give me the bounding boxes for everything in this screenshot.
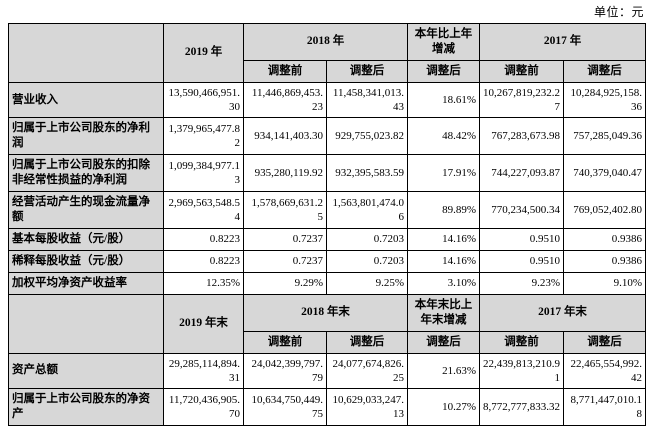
- value-cell: 89.89%: [407, 191, 480, 230]
- value-cell: 929,755,023.82: [326, 117, 408, 156]
- table-row: 归属于上市公司股东的净资产 11,720,436,905.70 10,634,750…: [8, 388, 646, 426]
- row-label-cell: 营业收入: [8, 81, 164, 119]
- value-cell: 10,634,750,449.75: [243, 388, 327, 426]
- value-cell: 11,458,341,013.43: [326, 81, 408, 119]
- adjust-subheader-cell: 调整后: [563, 330, 646, 354]
- value-cell: 18.61%: [407, 81, 480, 119]
- value-cell: 0.7237: [243, 228, 327, 251]
- value-cell: 10.27%: [407, 388, 480, 426]
- table-row: 营业收入 13,590,466,951.30 11,446,869,453.23 11…: [8, 81, 646, 119]
- adjust-subheader-cell: 调整后: [563, 59, 646, 83]
- adjust-subheader-cell: 调整后: [407, 59, 480, 83]
- value-cell: 24,042,399,797.79: [243, 352, 327, 390]
- value-cell: 12.35%: [163, 271, 244, 295]
- row-label-cell: 归属于上市公司股东的净资产: [8, 388, 164, 426]
- value-cell: 10,629,033,247.13: [326, 388, 408, 426]
- value-cell: 22,439,813,210.91: [479, 352, 564, 390]
- value-cell: 29,285,114,894.31: [163, 352, 244, 390]
- value-cell: 14.16%: [407, 249, 480, 273]
- value-cell: 0.8223: [163, 249, 244, 273]
- current-year-header: 2019 年末: [163, 293, 244, 354]
- table-row: 归属于上市公司股东的净利润 1,379,965,477.82 934,141,403…: [8, 117, 646, 156]
- row-label-cell: 稀释每股收益（元/股）: [8, 249, 164, 273]
- row-label-cell: 加权平均净资产收益率: [8, 271, 164, 295]
- table-row: 资产总额 29,285,114,894.31 24,042,399,797.79 24…: [8, 352, 646, 390]
- financial-summary-table: 2019 年 2018 年本年比上年增减 2017 年调整前 调整后 调整后 调整前 调整后…: [8, 23, 646, 426]
- row-label-cell: 归属于上市公司股东的扣除非经常性损益的净利润: [8, 154, 164, 193]
- value-cell: 0.8223: [163, 228, 244, 251]
- value-cell: 21.63%: [407, 352, 480, 390]
- header-row-top: 2019 年 2018 年本年比上年增减 2017 年: [8, 23, 646, 83]
- value-cell: 10,267,819,232.27: [479, 81, 564, 119]
- value-cell: 744,227,093.87: [479, 154, 564, 193]
- unit-label: 单位：元: [593, 5, 644, 19]
- header-row-sub: 调整前 调整后 调整后 调整前 调整后: [9, 59, 646, 83]
- change-column-header: 本年末比上年末增减: [407, 293, 480, 332]
- value-cell: 1,379,965,477.82: [163, 117, 244, 156]
- table-row: 稀释每股收益（元/股） 0.8223 0.7237 0.7203 14.16% 0.951…: [8, 249, 646, 273]
- value-cell: 0.9386: [563, 249, 646, 273]
- value-cell: 767,283,673.98: [479, 117, 564, 156]
- change-column-header: 本年比上年增减: [407, 23, 480, 61]
- blank-header-cell: [8, 23, 164, 83]
- value-cell: 8,772,777,833.32: [479, 388, 564, 426]
- value-cell: 24,077,674,826.25: [326, 352, 408, 390]
- adjust-subheader-cell: 调整后: [326, 59, 408, 83]
- value-cell: 0.7203: [326, 249, 408, 273]
- value-cell: 0.7237: [243, 249, 327, 273]
- value-cell: 0.9386: [563, 228, 646, 251]
- value-cell: 0.9510: [479, 228, 564, 251]
- adjust-subheader-cell: 调整前: [479, 59, 564, 83]
- value-cell: 13,590,466,951.30: [163, 81, 244, 119]
- current-year-header: 2019 年: [163, 23, 244, 83]
- value-cell: 2,969,563,548.54: [163, 191, 244, 230]
- value-cell: 1,563,801,474.06: [326, 191, 408, 230]
- value-cell: 8,771,447,010.18: [563, 388, 646, 426]
- value-cell: 935,280,119.92: [243, 154, 327, 193]
- value-cell: 740,379,040.47: [563, 154, 646, 193]
- value-cell: 9.23%: [479, 271, 564, 295]
- row-label-cell: 归属于上市公司股东的净利润: [8, 117, 164, 156]
- value-cell: 934,141,403.30: [243, 117, 327, 156]
- value-cell: 9.10%: [563, 271, 646, 295]
- value-cell: 932,395,583.59: [326, 154, 408, 193]
- prev-year-header: 2018 年末: [243, 293, 408, 332]
- header-row-sub: 调整前 调整后 调整后 调整前 调整后: [9, 330, 646, 354]
- adjust-subheader-cell: 调整后: [407, 330, 480, 354]
- blank-header-cell: [8, 293, 164, 354]
- table-row: 归属于上市公司股东的扣除非经常性损益的净利润 1,099,384,977.13 93…: [8, 154, 646, 193]
- prev-year-header: 2018 年: [243, 23, 408, 61]
- value-cell: 769,052,402.80: [563, 191, 646, 230]
- adjust-subheader-cell: 调整前: [243, 330, 327, 354]
- row-label-cell: 资产总额: [8, 352, 164, 390]
- value-cell: 11,720,436,905.70: [163, 388, 244, 426]
- table-row: 加权平均净资产收益率 12.35% 9.29% 9.25% 3.10% 9.23% 9.10…: [8, 271, 646, 295]
- table-row: 基本每股收益（元/股） 0.8223 0.7237 0.7203 14.16% 0.951…: [8, 228, 646, 251]
- value-cell: 0.9510: [479, 249, 564, 273]
- row-label-cell: 基本每股收益（元/股）: [8, 228, 164, 251]
- value-cell: 3.10%: [407, 271, 480, 295]
- value-cell: 1,578,669,631.25: [243, 191, 327, 230]
- row-label-cell: 经营活动产生的现金流量净额: [8, 191, 164, 230]
- adjust-subheader-cell: 调整后: [326, 330, 408, 354]
- value-cell: 757,285,049.36: [563, 117, 646, 156]
- value-cell: 11,446,869,453.23: [243, 81, 327, 119]
- adjust-subheader-cell: 调整前: [243, 59, 327, 83]
- value-cell: 48.42%: [407, 117, 480, 156]
- value-cell: 9.29%: [243, 271, 327, 295]
- value-cell: 22,465,554,992.42: [563, 352, 646, 390]
- value-cell: 770,234,500.34: [479, 191, 564, 230]
- value-cell: 14.16%: [407, 228, 480, 251]
- header-row-top: 2019 年末 2018 年末 本年末比上年末增减 2017 年末: [8, 293, 646, 354]
- value-cell: 9.25%: [326, 271, 408, 295]
- value-cell: 1,099,384,977.13: [163, 154, 244, 193]
- value-cell: 10,284,925,158.36: [563, 81, 646, 119]
- table-row: 经营活动产生的现金流量净额 2,969,563,548.54 1,578,669,6…: [8, 191, 646, 230]
- value-cell: 17.91%: [407, 154, 480, 193]
- prev2-year-header: 2017 年末: [479, 293, 646, 332]
- adjust-subheader-cell: 调整前: [479, 330, 564, 354]
- prev2-year-header: 2017 年: [479, 23, 646, 61]
- value-cell: 0.7203: [326, 228, 408, 251]
